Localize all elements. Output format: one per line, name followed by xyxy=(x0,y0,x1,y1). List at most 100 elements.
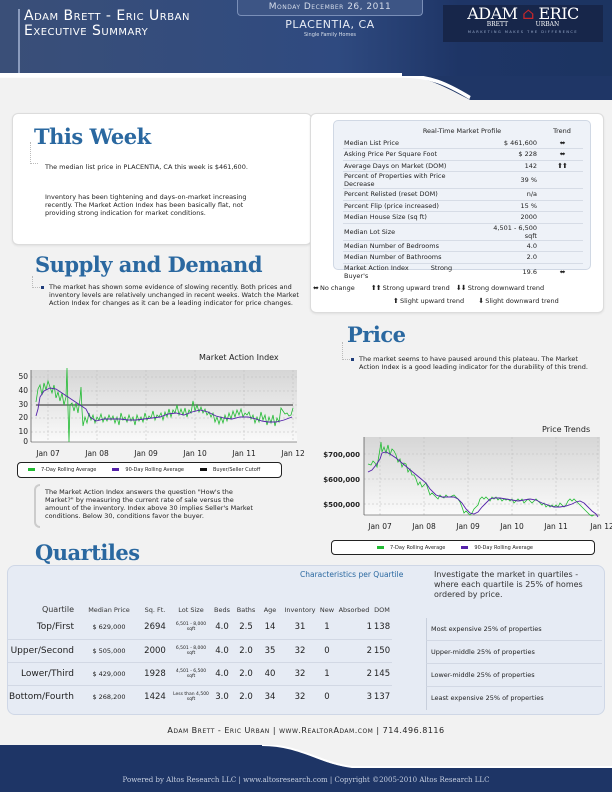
legend-label: Strong downward trend xyxy=(467,284,545,292)
profile-row: Percent Relisted (reset DOM) n/a xyxy=(343,188,583,201)
mai-chart-title: Market Action Index xyxy=(199,353,279,362)
row-label: Median Lot Size xyxy=(343,223,479,241)
quartile-row: Bottom/Fourth $ 268,200 1424 Less than 4… xyxy=(8,685,392,708)
trend-legend-row-1: ⬌ No change ⬆⬆ Strong upward trend ⬇⬇ St… xyxy=(313,284,544,292)
row-label: Percent of Properties with Price Decreas… xyxy=(343,171,479,189)
quartiles-table: Quartile Median Price Sq. Ft. Lot Size B… xyxy=(8,592,392,708)
property-type: Single Family Homes xyxy=(303,32,356,38)
price-trends-chart: $700,000 $600,000 $500,000 Jan 07 Jan 08… xyxy=(323,437,612,531)
col-header: Age xyxy=(263,606,277,614)
profile-row: Percent Flip (price increased) 15 % xyxy=(343,200,583,212)
dom: 138 xyxy=(372,616,392,640)
note-brace xyxy=(34,484,40,528)
house-roof-icon: ⌂ xyxy=(522,4,534,23)
quartile-name: Bottom/Fourth xyxy=(8,691,74,702)
quartile-descriptions: Most expensive 25% of properties Upper-m… xyxy=(426,618,602,710)
legend-label: Slight downward trend xyxy=(485,297,559,305)
median-price: $ 505,000 xyxy=(80,639,138,663)
col-header: DOM xyxy=(374,606,390,614)
row-value: $ 228 xyxy=(478,148,541,161)
brand-logo: ADAM ⌂ ERIC BRETT URBAN MARKETING MAKES T… xyxy=(443,5,603,42)
row-label: Percent Flip (price increased) xyxy=(343,200,479,212)
sqft: 1928 xyxy=(138,662,172,686)
new: 0 xyxy=(318,639,336,663)
quartile-row: Upper/Second $ 505,000 2000 6,501 - 8,00… xyxy=(8,639,392,663)
mai-chart: 50 40 30 20 10 0 Jan 07 Jan 08 Jan 09 Ja… xyxy=(18,367,305,458)
market-profile-table: Real-Time Market Profile Trend Median Li… xyxy=(333,120,591,280)
row-label: Median List Price xyxy=(343,137,479,149)
slight-up-icon: ⬆ xyxy=(393,297,399,305)
report-date: Monday December 26, 2011 xyxy=(237,0,423,16)
quartile-desc: Lower-middle 25% of properties xyxy=(426,664,602,687)
quartile-row: Top/First $ 629,000 2694 6,501 - 8,000 s… xyxy=(8,616,392,640)
row-value: 4.0 xyxy=(478,240,541,252)
col-header: Sq. Ft. xyxy=(144,606,166,614)
logo-right-sub: URBAN xyxy=(535,21,560,28)
row-label: Median House Size (sq ft) xyxy=(343,211,479,224)
sqft: 2694 xyxy=(138,616,172,640)
y-tick: $600,000 xyxy=(323,476,360,484)
y-tick: 10 xyxy=(18,427,28,436)
profile-row: Asking Price Per Square Foot $ 228 ⬌ xyxy=(343,148,583,161)
mai-note: The Market Action Index answers the ques… xyxy=(45,488,253,520)
x-tick: Jan 10 xyxy=(499,522,524,531)
absorbed: 2 xyxy=(336,639,372,663)
inventory: 31 xyxy=(282,616,318,640)
footer-wave xyxy=(0,745,612,792)
this-week-heading: This Week xyxy=(34,124,151,149)
trend-cell xyxy=(541,188,583,201)
col-header: Baths xyxy=(236,606,256,614)
inventory: 32 xyxy=(294,691,306,702)
mai-label-cell: Market Action Index Strong Buyer's xyxy=(343,263,478,280)
x-tick: Jan 11 xyxy=(543,522,568,531)
new: 1 xyxy=(318,662,336,686)
quartiles-panel: Characteristics per Quartile Investigate… xyxy=(7,565,605,715)
y-tick: $700,000 xyxy=(323,451,360,459)
heading-corner xyxy=(30,142,38,164)
contact-line: Adam Brett - Eric Urban | www.RealtorAda… xyxy=(167,726,445,735)
trend-icon: ⬆⬆ xyxy=(541,160,583,172)
price-chart-title: Price Trends xyxy=(542,425,591,434)
profile-title: Real-Time Market Profile xyxy=(422,127,502,135)
legend-label: 90-Day Rolling Average xyxy=(474,544,533,551)
title-line-1: Adam Brett - Eric Urban xyxy=(24,8,190,24)
header-wave xyxy=(0,76,612,100)
profile-row: Median Lot Size 4,501 - 6,500 sqft xyxy=(343,223,583,241)
x-tick: Jan 12 xyxy=(589,522,612,531)
legend-label: Buyer/Seller Cutoff xyxy=(212,467,261,473)
x-tick: Jan 11 xyxy=(231,449,256,458)
quartile-row: Lower/Third $ 429,000 1928 4,501 - 6,500… xyxy=(8,662,392,686)
median-price: $ 629,000 xyxy=(80,616,138,640)
y-tick: 30 xyxy=(18,400,28,409)
lot-size: Less than 4,500 sqft xyxy=(173,691,209,702)
profile-row: Median Number of Bathrooms 2.0 xyxy=(343,251,583,264)
price-legend: 7-Day Rolling Average 90-Day Rolling Ave… xyxy=(331,540,595,555)
city-label: PLACENTIA, CA xyxy=(285,18,375,31)
profile-row: Average Days on Market (DOM) 142 ⬆⬆ xyxy=(343,160,583,172)
supply-demand-heading: Supply and Demand xyxy=(35,252,263,277)
trend-icon: ⬌ xyxy=(541,137,583,149)
legend-label: 90-Day Rolling Average xyxy=(125,467,184,473)
x-tick: Jan 07 xyxy=(367,522,392,531)
row-label: Median Number of Bedrooms xyxy=(343,240,479,252)
legend-item: 7-Day Rolling Average xyxy=(28,467,96,473)
dom: 137 xyxy=(373,691,391,702)
trend-cell xyxy=(541,251,583,264)
y-tick: 20 xyxy=(18,413,28,422)
baths: 2.5 xyxy=(234,616,258,640)
sqft: 1424 xyxy=(144,691,166,702)
median-price: $ 429,000 xyxy=(80,662,138,686)
dom: 145 xyxy=(372,662,392,686)
logo-right: ERIC xyxy=(538,4,579,23)
baths: 2.0 xyxy=(234,639,258,663)
lot-size: 4,501 - 6,500 sqft xyxy=(172,662,210,686)
x-tick: Jan 09 xyxy=(133,449,158,458)
absorbed: 2 xyxy=(336,662,372,686)
age: 40 xyxy=(258,662,282,686)
beds: 4.0 xyxy=(210,639,234,663)
legend-item: 90-Day Rolling Average xyxy=(112,467,184,473)
x-tick: Jan 08 xyxy=(411,522,436,531)
price-text: The market seems to have paused around t… xyxy=(350,355,590,371)
legend-item: 7-Day Rolling Average xyxy=(377,545,445,551)
mai-label: Market Action Index xyxy=(344,263,409,272)
